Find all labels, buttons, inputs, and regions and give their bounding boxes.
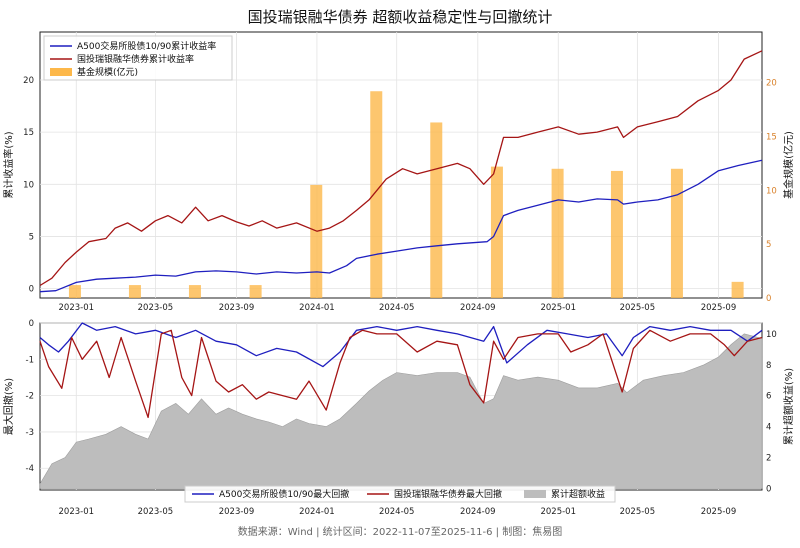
top-right-tick-label: 15 — [766, 132, 777, 142]
bottom-x-tick-label: 2024-09 — [460, 507, 496, 517]
bottom-left-tick-label: 0 — [29, 319, 34, 329]
fund-scale-bar — [68, 285, 81, 298]
top-left-tick-label: 15 — [23, 128, 34, 138]
bottom-left-tick-label: -3 — [26, 428, 34, 438]
legend-label-excess: 累计超额收益 — [551, 488, 605, 500]
top-right-tick-label: 0 — [766, 294, 771, 304]
fund-scale-bar — [610, 170, 623, 298]
bottom-x-tick-label: 2024-01 — [299, 507, 335, 517]
top-x-tick-label: 2024-05 — [379, 303, 415, 313]
bottom-right-tick-label: 6 — [766, 392, 771, 402]
fund-scale-bar — [551, 168, 564, 298]
bottom-x-tick-label: 2025-09 — [701, 507, 737, 517]
top-right-tick-label: 20 — [766, 79, 777, 89]
legend-label-guotou-dd: 国投瑞银融华债券最大回撤 — [394, 488, 502, 500]
bottom-legend: A500交易所股债10/90最大回撤 国投瑞银融华债券最大回撤 累计超额收益 — [184, 485, 616, 503]
fund-scale-bars — [68, 91, 744, 298]
bottom-left-axis-label: 最大回撤(%) — [2, 378, 15, 435]
bottom-right-tick-label: 0 — [766, 484, 771, 494]
bottom-x-tick-label: 2024-05 — [379, 507, 415, 517]
top-left-tick-label: 20 — [23, 76, 34, 86]
bottom-x-tick-label: 2023-05 — [138, 507, 174, 517]
top-right-tick-label: 10 — [766, 186, 777, 196]
guotou-cumulative-return-line — [39, 50, 763, 287]
bottom-x-tick-label: 2023-09 — [219, 507, 255, 517]
top-right-axis-label: 基金规模(亿元) — [782, 131, 795, 199]
bottom-right-axis-label: 累计超额收益(%) — [782, 368, 795, 445]
top-panel-lines — [39, 50, 763, 293]
fund-scale-bar — [310, 184, 323, 298]
chart-title: 国投瑞银融华债券 超额收益稳定性与回撤统计 — [247, 8, 553, 26]
a500-drawdown-line — [39, 322, 763, 368]
legend-swatch-excess — [524, 490, 546, 498]
fund-scale-bar — [731, 281, 744, 298]
bottom-legend-box — [184, 485, 616, 503]
legend-label-a500-dd: A500交易所股债10/90最大回撤 — [219, 488, 349, 500]
bottom-x-tick-label: 2025-05 — [620, 507, 656, 517]
bottom-right-tick-label: 2 — [766, 454, 771, 464]
guotou-drawdown-line — [39, 329, 763, 419]
top-x-tick-label: 2023-05 — [138, 303, 174, 313]
top-panel-frame — [39, 31, 763, 299]
bottom-panel-lines — [39, 322, 763, 419]
top-left-tick-label: 10 — [23, 180, 34, 190]
fund-scale-bar — [490, 166, 503, 298]
fund-scale-bar — [128, 285, 141, 298]
bottom-x-tick-label: 2025-01 — [540, 507, 576, 517]
bottom-left-tick-label: -2 — [26, 392, 34, 402]
top-x-tick-label: 2025-01 — [540, 303, 576, 313]
top-x-tick-label: 2023-09 — [219, 303, 255, 313]
top-left-tick-label: 0 — [29, 285, 34, 295]
top-legend: A500交易所股债10/90累计收益率 国投瑞银融华债券累计收益率 基金规模(亿… — [43, 35, 233, 81]
legend-swatch-scale — [50, 68, 72, 76]
top-x-tick-label: 2024-01 — [299, 303, 335, 313]
a500-cumulative-return-line — [39, 159, 763, 293]
fund-scale-bar — [249, 285, 262, 298]
bottom-right-tick-label: 4 — [766, 423, 771, 433]
fund-scale-bar — [188, 285, 201, 298]
bottom-left-tick-label: -1 — [26, 355, 34, 365]
bottom-x-tick-label: 2023-01 — [59, 507, 95, 517]
top-x-tick-label: 2024-09 — [460, 303, 496, 313]
fund-scale-bar — [430, 122, 443, 298]
top-x-tick-label: 2025-05 — [620, 303, 656, 313]
top-x-tick-label: 2023-01 — [59, 303, 95, 313]
bottom-left-tick-label: -4 — [26, 464, 34, 474]
top-legend-box — [43, 35, 233, 81]
axis-ticks: 2023-01 2023-01 2023-05 2023-05 2023-09 2023-… — [23, 76, 777, 517]
top-left-axis-label: 累计收益率(%) — [2, 131, 15, 198]
excess-return-area-path — [39, 333, 763, 489]
legend-label-guotou: 国投瑞银融华债券累计收益率 — [77, 53, 194, 65]
top-right-tick-label: 5 — [766, 240, 771, 250]
bottom-right-tick-label: 10 — [766, 330, 777, 340]
fund-scale-bar — [370, 91, 383, 298]
legend-label-a500: A500交易所股债10/90累计收益率 — [77, 40, 216, 52]
top-left-tick-label: 5 — [29, 232, 34, 242]
excess-return-area — [39, 333, 763, 489]
fund-scale-bar — [670, 168, 683, 298]
source-footer: 数据来源：Wind | 统计区间：2022-11-07至2025-11-6 | … — [237, 527, 563, 538]
legend-label-scale: 基金规模(亿元) — [77, 66, 138, 78]
bottom-right-tick-label: 8 — [766, 361, 771, 371]
top-x-tick-label: 2025-09 — [701, 303, 737, 313]
